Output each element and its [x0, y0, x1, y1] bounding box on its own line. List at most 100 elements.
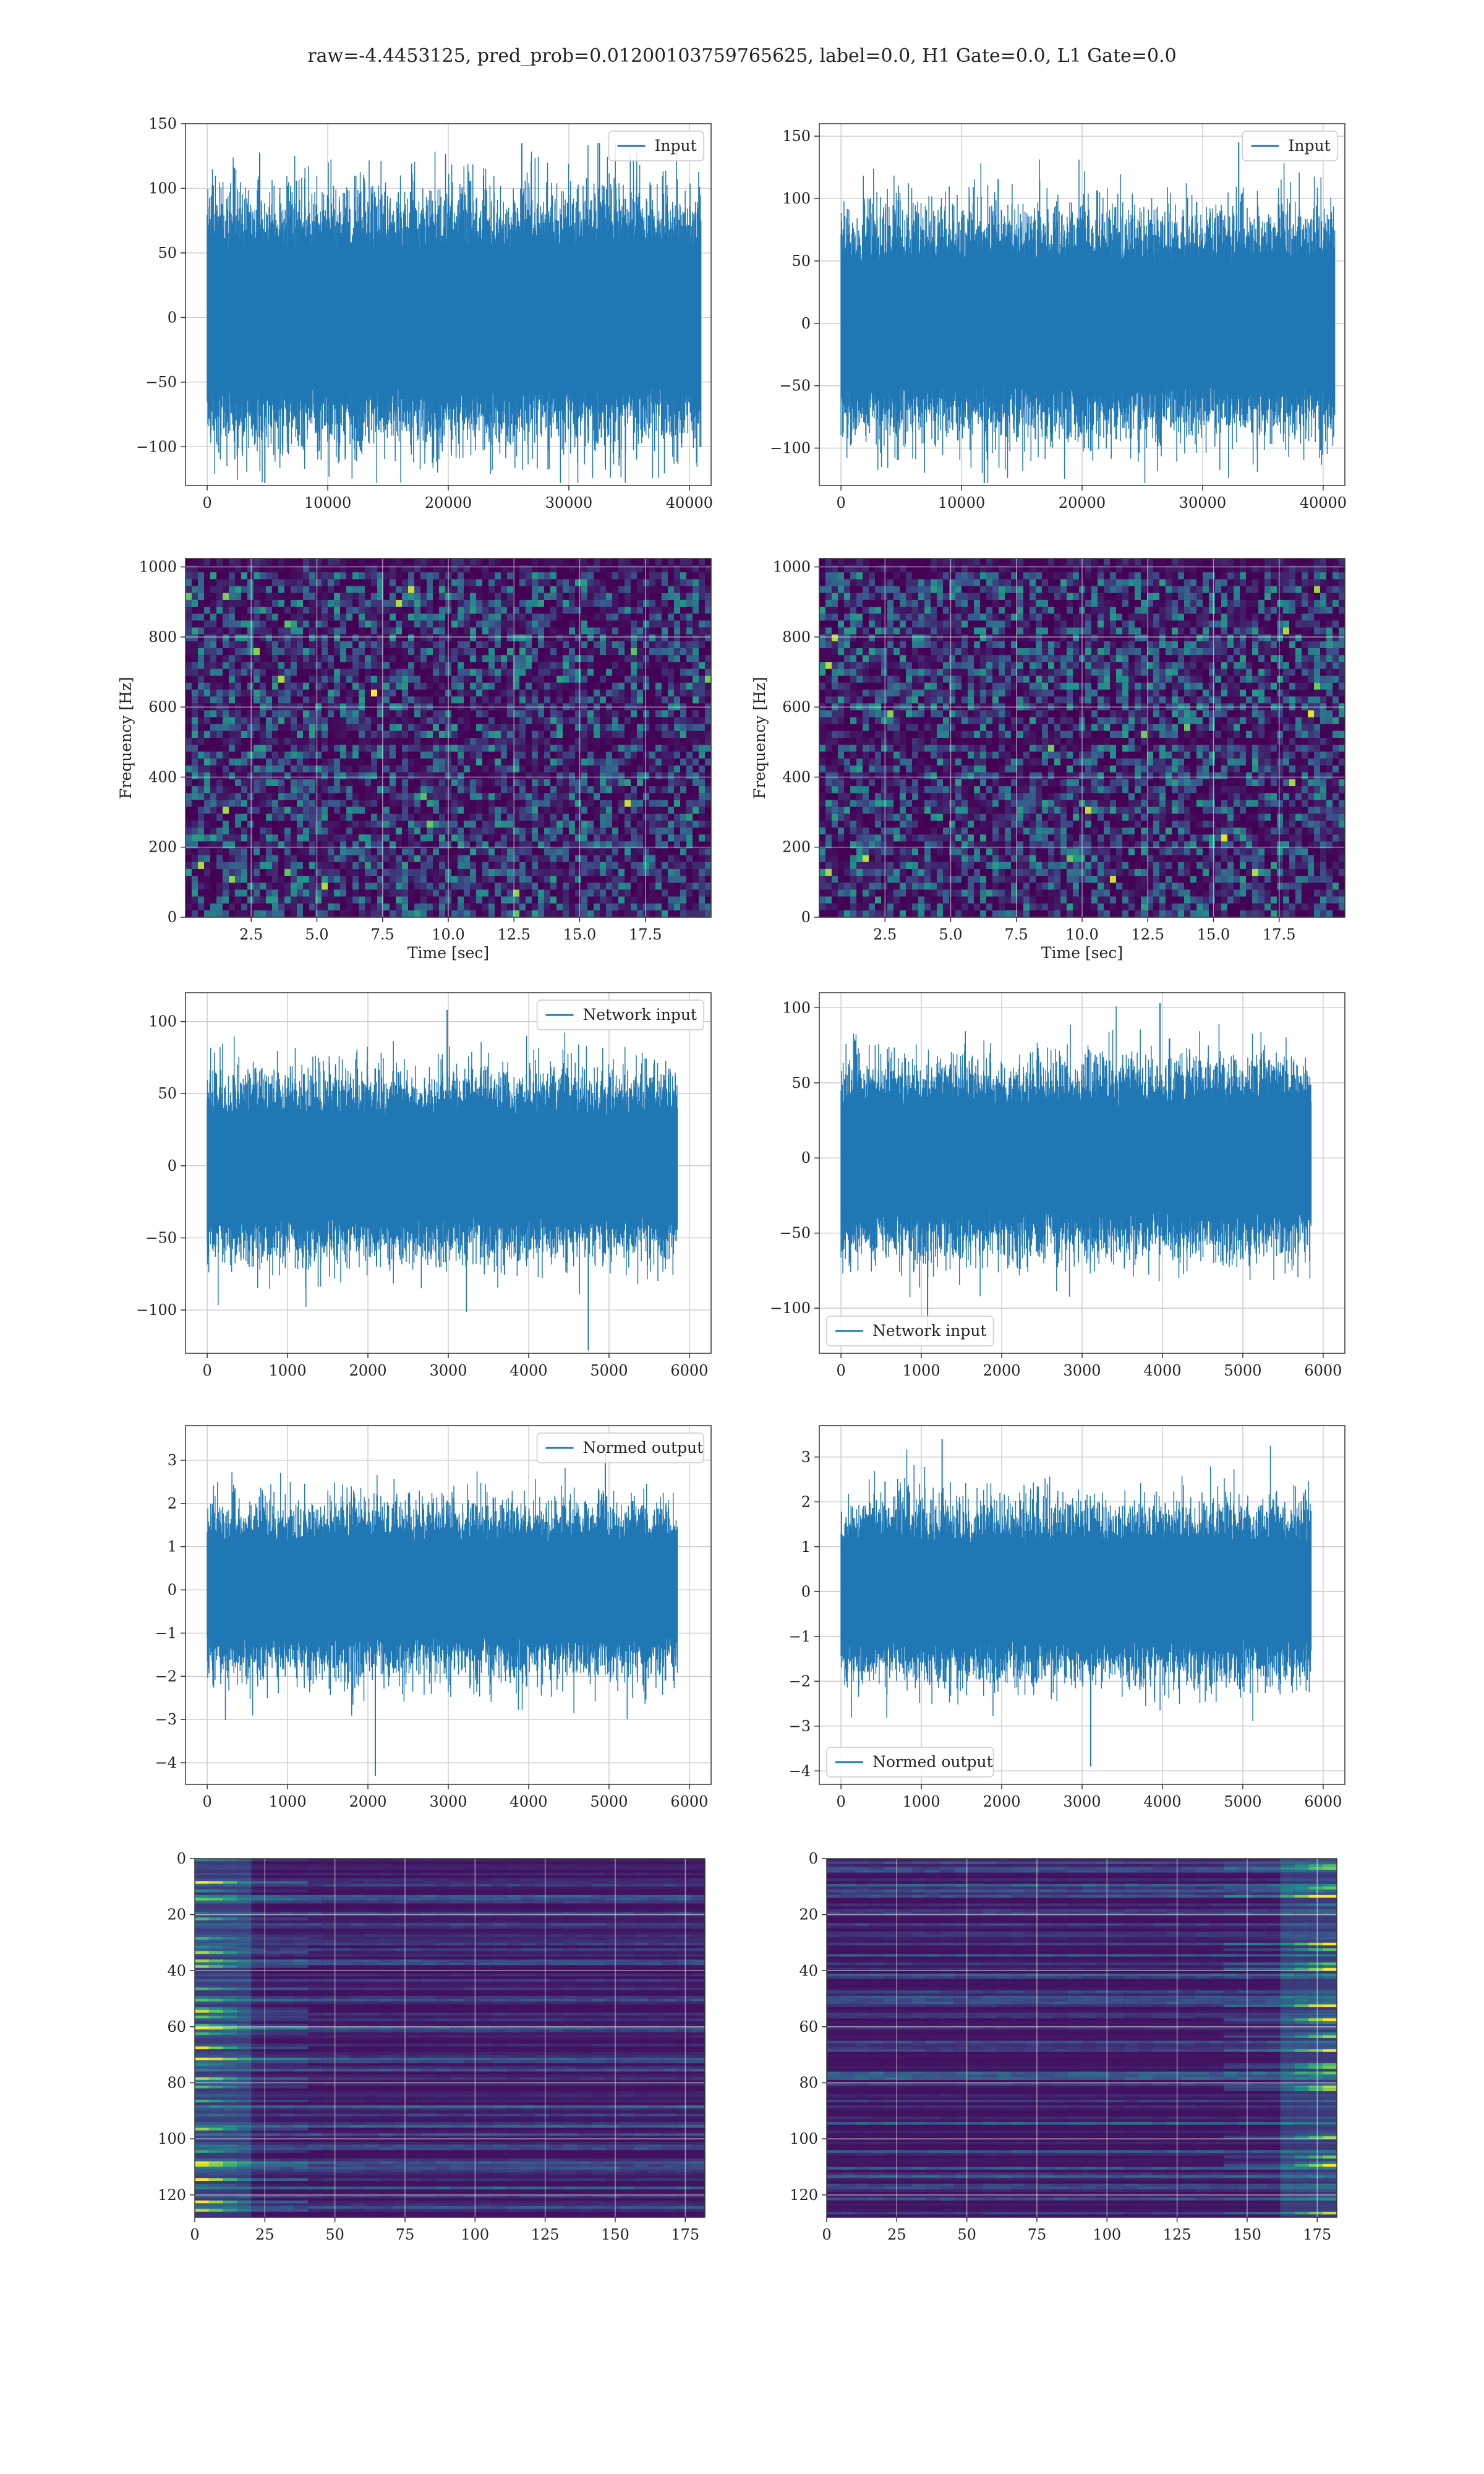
x-tick-label: 1000	[903, 1793, 940, 1810]
heatmap-cells	[237, 2209, 252, 2212]
heatmap-cells	[402, 889, 408, 897]
heatmap-cells	[195, 2209, 209, 2212]
heatmap-cells	[1005, 793, 1060, 849]
heatmap-cells	[887, 868, 893, 876]
heatmap-cells	[251, 1861, 706, 2218]
axes-frame	[826, 1858, 1337, 2218]
x-tick-label: 25	[887, 2226, 906, 2243]
y-tick-label: 50	[158, 1085, 177, 1102]
heatmap-cells	[208, 2161, 223, 2164]
heatmap-cells	[827, 1875, 1281, 2218]
heatmap-cells	[1308, 1942, 1323, 1946]
x-tick-label: 2000	[349, 1362, 386, 1379]
heatmap-cells	[223, 807, 229, 814]
y-tick-label: 100	[148, 179, 177, 197]
heatmap-cells	[1314, 682, 1320, 690]
y-tick-label: 60	[799, 2018, 818, 2035]
heatmap-cells	[408, 586, 414, 593]
y-tick-label: 50	[158, 244, 177, 262]
heatmap-cells	[1323, 2211, 1337, 2215]
heatmap-cells	[827, 1859, 1309, 2201]
x-tick-label: 175	[671, 2226, 699, 2243]
heatmap-cells	[992, 696, 999, 704]
heatmap-cells	[251, 2057, 266, 2061]
x-tick-label: 75	[396, 2226, 415, 2243]
x-tick-label: 2000	[349, 1793, 386, 1810]
y-tick-label: −50	[779, 1225, 811, 1242]
x-tick-label: 175	[1303, 2226, 1331, 2243]
axes-frame	[819, 558, 1345, 918]
x-tick-label: 0	[836, 1793, 845, 1810]
heatmap-cells	[827, 1914, 1252, 2212]
line-chart-r1c2: 0 10000 20000 30000 40000 −100 −50 0 50 100 150 Inp…	[770, 123, 1347, 511]
y-tick-label: 20	[167, 1906, 186, 1924]
heatmap-cells	[284, 868, 291, 876]
heatmap-cells	[1110, 876, 1116, 883]
x-tick-label: 4000	[1143, 1362, 1181, 1379]
heatmap-cells	[1184, 724, 1190, 731]
axes-frame	[819, 992, 1345, 1354]
y-tick-label: 40	[167, 1962, 186, 1979]
heatmap-cells	[1138, 2040, 1153, 2044]
x-tick-label: 30000	[1179, 494, 1226, 511]
y-tick-label: 200	[782, 839, 811, 856]
y-tick-label: 100	[148, 1013, 177, 1030]
x-tick-label: 30000	[545, 494, 592, 511]
heatmap-cells	[195, 1937, 209, 1940]
heatmap-cells	[195, 1951, 209, 1954]
line-chart-r1c1: 0 10000 20000 30000 40000 −100 −50 0 50 100 150 Inp…	[136, 115, 713, 511]
x-tick-label: 5000	[590, 1362, 628, 1379]
heatmap-cells	[1308, 2063, 1323, 2066]
heatmap-cells	[208, 1898, 223, 1901]
heatmap-cells	[825, 868, 832, 876]
heatmap-cells	[1252, 2071, 1295, 2080]
heatmap-cells	[208, 1959, 223, 1963]
signal-core	[841, 1543, 1311, 1640]
x-tick-label: 1000	[903, 1362, 940, 1379]
x-tick-label: 125	[531, 2226, 560, 2243]
heatmap-cells	[887, 834, 893, 842]
heatmap-cells	[195, 1894, 209, 1898]
y-tick-label: 80	[167, 2074, 186, 2092]
heatmap-cells	[223, 2164, 237, 2167]
y-tick-label: 800	[148, 628, 177, 646]
y-tick-label: 1	[168, 1538, 177, 1556]
heatmap-cells	[819, 559, 1345, 917]
x-tick-label: 2.5	[239, 926, 263, 943]
y-tick-label: −50	[145, 1229, 177, 1246]
heatmap-cells	[1323, 2086, 1337, 2089]
x-tick-label: 3000	[1063, 1362, 1101, 1379]
heatmap-cells	[223, 2178, 237, 2181]
y-tick-label: 400	[782, 768, 811, 785]
x-tick-label: 5.0	[305, 926, 328, 943]
heatmap-cells	[195, 1870, 691, 2215]
x-tick-label: 3000	[429, 1793, 467, 1810]
axes-frame	[185, 123, 712, 486]
heatmap-cells	[1323, 1962, 1337, 1966]
heatmap-cells	[1323, 2175, 1337, 2178]
y-tick-label: −3	[789, 1718, 811, 1735]
heatmap-cells	[863, 855, 869, 862]
signal-core	[207, 1116, 678, 1216]
heatmap-cells	[279, 2026, 294, 2030]
heatmap-cells	[1323, 2150, 1337, 2153]
heatmap-cells	[208, 2010, 223, 2013]
line-chart-r4c1: 0 1000 2000 3000 4000 5000 6000 −4 −3 −2 −1 0 1 2 3 Nor…	[155, 1425, 712, 1810]
heatmap-cells	[825, 662, 832, 669]
x-axis-label: Time [sec]	[407, 944, 489, 962]
heatmap-cells	[210, 710, 216, 717]
heatmap-cells	[208, 2026, 223, 2030]
y-tick-label: 120	[790, 2186, 818, 2204]
heatmap-cells	[223, 2046, 237, 2050]
x-tick-label: 2000	[983, 1362, 1020, 1379]
heatmap-cells	[1039, 1998, 1054, 2002]
x-tick-label: 0	[202, 1793, 211, 1810]
x-tick-label: 10000	[938, 494, 985, 511]
y-tick-label: −3	[155, 1711, 177, 1728]
heatmap-cells	[186, 593, 192, 600]
heatmap-cells	[195, 2128, 209, 2131]
heatmap-cells	[195, 1901, 706, 2198]
heatmap-cells	[1308, 1886, 1323, 1890]
legend-label: Network input	[583, 1006, 697, 1024]
